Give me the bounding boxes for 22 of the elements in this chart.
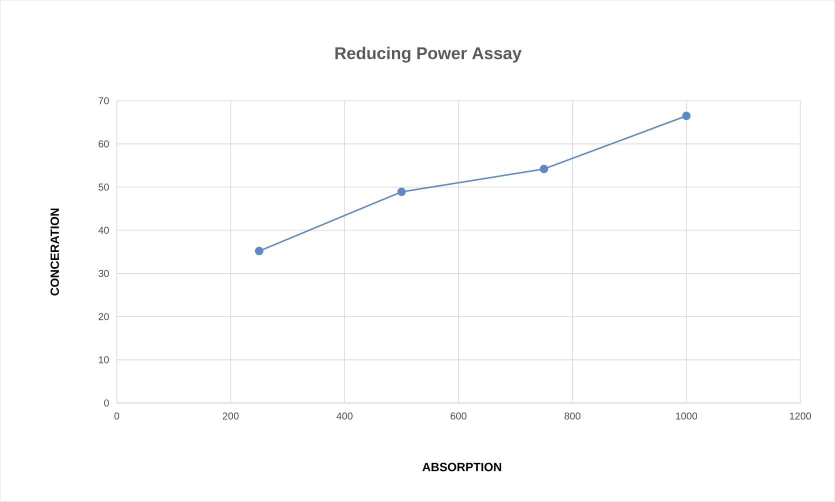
y-tick-label: 10 [98, 356, 109, 364]
y-tick-label: 60 [98, 140, 109, 148]
point [254, 246, 264, 256]
y-tick-label: 30 [98, 270, 109, 278]
y-tick-label: 0 [104, 400, 109, 407]
point [397, 188, 406, 196]
chart-title: Reducing Power Assay [335, 46, 522, 63]
x-tick-label: 1000 [676, 412, 698, 420]
y-axis-title: CONCERATION [50, 208, 59, 296]
x-tick-label: 600 [450, 412, 466, 420]
y-tick-label: 70 [98, 97, 109, 104]
x-tick-label: 1200 [790, 412, 811, 420]
y-tick-label: 40 [98, 226, 109, 234]
x-tick-label: 200 [222, 412, 239, 420]
y-tick-label: 50 [98, 184, 109, 191]
x-tick-label: 400 [336, 412, 353, 420]
x-axis-title: ABSORPTION [422, 462, 502, 472]
x-tick-label: 0 [114, 412, 120, 420]
y-tick-label: 20 [98, 313, 109, 320]
x-tick-label: 800 [564, 412, 580, 420]
point [540, 164, 548, 174]
point [682, 112, 691, 120]
